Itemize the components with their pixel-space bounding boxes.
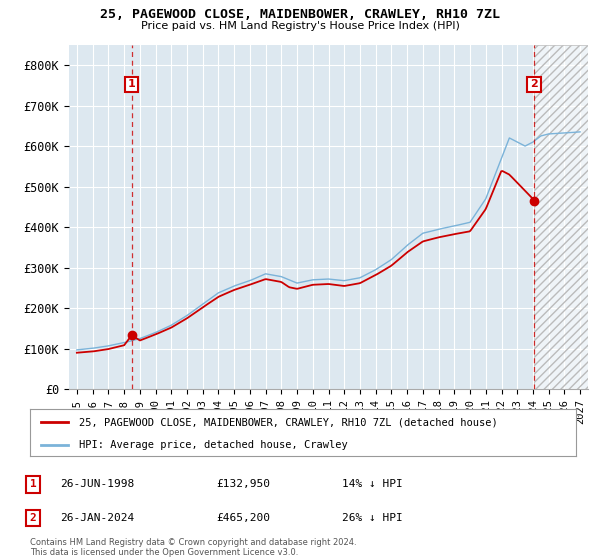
- Text: 25, PAGEWOOD CLOSE, MAIDENBOWER, CRAWLEY, RH10 7ZL: 25, PAGEWOOD CLOSE, MAIDENBOWER, CRAWLEY…: [100, 8, 500, 21]
- Text: 26% ↓ HPI: 26% ↓ HPI: [342, 513, 403, 523]
- Text: 2: 2: [29, 513, 37, 523]
- Text: HPI: Average price, detached house, Crawley: HPI: Average price, detached house, Craw…: [79, 440, 348, 450]
- Text: 26-JUN-1998: 26-JUN-1998: [60, 479, 134, 489]
- Text: £465,200: £465,200: [216, 513, 270, 523]
- Text: 1: 1: [29, 479, 37, 489]
- Text: £132,950: £132,950: [216, 479, 270, 489]
- Text: 14% ↓ HPI: 14% ↓ HPI: [342, 479, 403, 489]
- Text: 2: 2: [530, 80, 538, 90]
- Text: 1: 1: [128, 80, 136, 90]
- Text: 25, PAGEWOOD CLOSE, MAIDENBOWER, CRAWLEY, RH10 7ZL (detached house): 25, PAGEWOOD CLOSE, MAIDENBOWER, CRAWLEY…: [79, 417, 498, 427]
- Text: Price paid vs. HM Land Registry's House Price Index (HPI): Price paid vs. HM Land Registry's House …: [140, 21, 460, 31]
- Text: Contains HM Land Registry data © Crown copyright and database right 2024.
This d: Contains HM Land Registry data © Crown c…: [30, 538, 356, 557]
- Text: 26-JAN-2024: 26-JAN-2024: [60, 513, 134, 523]
